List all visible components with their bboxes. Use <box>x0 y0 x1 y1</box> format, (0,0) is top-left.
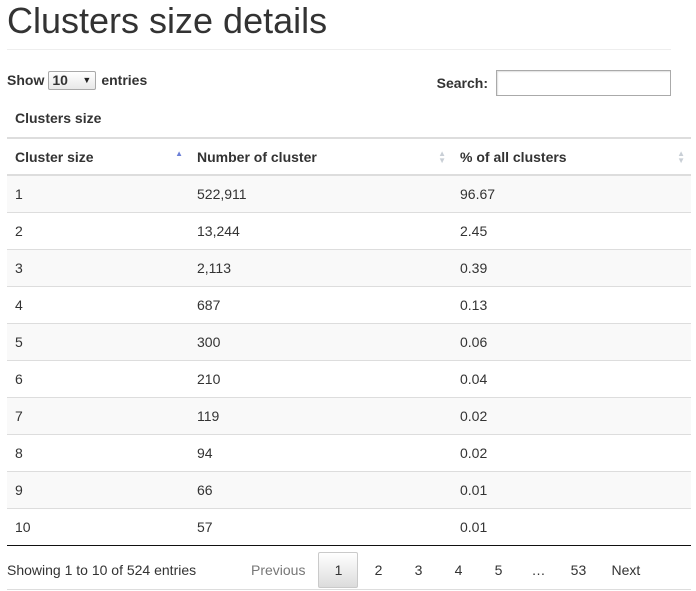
column-header-label: Cluster size <box>15 148 94 165</box>
cell-percent-of-all-clusters: 0.02 <box>452 396 691 434</box>
table-row: 10 57 0.01 <box>7 507 691 546</box>
cell-number-of-cluster: 300 <box>189 322 452 360</box>
pagination-ellipsis: … <box>531 562 546 578</box>
cell-number-of-cluster: 522,911 <box>189 175 452 212</box>
column-header-label: Number of cluster <box>197 148 317 165</box>
page-title: Clusters size details <box>7 0 328 41</box>
cell-percent-of-all-clusters: 0.13 <box>452 285 691 323</box>
entries-length-control: Show 10 ▼ entries <box>7 70 147 90</box>
cell-number-of-cluster: 57 <box>189 507 452 546</box>
bottom-divider <box>7 589 691 590</box>
entries-per-page-select[interactable]: 10 ▼ <box>48 70 97 90</box>
cell-cluster-size: 2 <box>7 211 189 249</box>
page-button-53[interactable]: 53 <box>570 562 587 578</box>
column-header-percent-of-all-clusters[interactable]: % of all clusters ▲ ▼ <box>452 138 691 175</box>
column-header-cluster-size[interactable]: Cluster size ▲▼ <box>7 138 189 175</box>
cell-number-of-cluster: 13,244 <box>189 211 452 249</box>
cell-cluster-size: 6 <box>7 359 189 397</box>
cell-cluster-size: 3 <box>7 248 189 286</box>
table-row: 1 522,911 96.67 <box>7 175 691 212</box>
length-suffix-label: entries <box>101 72 148 88</box>
table-row: 6 210 0.04 <box>7 359 691 397</box>
cell-number-of-cluster: 2,113 <box>189 248 452 286</box>
clusters-size-table: Cluster size ▲▼ Number of cluster ▲▼ % o… <box>7 137 691 546</box>
cell-cluster-size: 7 <box>7 396 189 434</box>
sort-ascending-icon: ▲▼ <box>175 148 183 158</box>
entries-per-page-value: 10 <box>52 72 68 88</box>
table-row: 5 300 0.06 <box>7 322 691 360</box>
table-row: 8 94 0.02 <box>7 433 691 471</box>
cell-cluster-size: 8 <box>7 433 189 471</box>
search-label: Search: <box>436 75 488 91</box>
chevron-down-icon: ▼ <box>82 75 92 85</box>
cell-number-of-cluster: 210 <box>189 359 452 397</box>
cell-percent-of-all-clusters: 0.06 <box>452 322 691 360</box>
table-info-text: Showing 1 to 10 of 524 entries <box>7 562 197 578</box>
page-button-5[interactable]: 5 <box>494 562 503 578</box>
title-divider <box>7 49 671 50</box>
cell-percent-of-all-clusters: 96.67 <box>452 175 691 212</box>
column-header-number-of-cluster[interactable]: Number of cluster ▲ ▼ <box>189 138 452 175</box>
pagination: Previous 1 2 3 4 5 … 53 Next <box>238 552 653 588</box>
cell-number-of-cluster: 119 <box>189 396 452 434</box>
cell-number-of-cluster: 94 <box>189 433 452 471</box>
sort-both-icon: ▲ ▼ <box>438 148 446 165</box>
cell-percent-of-all-clusters: 0.01 <box>452 470 691 508</box>
cell-percent-of-all-clusters: 2.45 <box>452 211 691 249</box>
length-prefix-label: Show <box>7 72 45 88</box>
search-control: Search: <box>437 70 671 96</box>
cell-cluster-size: 5 <box>7 322 189 360</box>
previous-page-button[interactable]: Previous <box>251 562 306 578</box>
table-row: 9 66 0.01 <box>7 470 691 508</box>
sort-both-icon: ▲ ▼ <box>677 148 685 165</box>
page-button-1[interactable]: 1 <box>318 552 359 588</box>
next-page-button[interactable]: Next <box>611 562 641 578</box>
cell-percent-of-all-clusters: 0.02 <box>452 433 691 471</box>
page-button-3[interactable]: 3 <box>414 562 423 578</box>
column-header-label: % of all clusters <box>460 148 567 165</box>
table-row: 2 13,244 2.45 <box>7 211 691 249</box>
search-input[interactable] <box>496 70 671 96</box>
cell-cluster-size: 4 <box>7 285 189 323</box>
cell-number-of-cluster: 687 <box>189 285 452 323</box>
cell-percent-of-all-clusters: 0.39 <box>452 248 691 286</box>
page-button-2[interactable]: 2 <box>374 562 383 578</box>
cell-cluster-size: 1 <box>7 175 189 212</box>
table-row: 3 2,113 0.39 <box>7 248 691 286</box>
table-caption: Clusters size <box>15 110 102 126</box>
cell-percent-of-all-clusters: 0.04 <box>452 359 691 397</box>
cell-number-of-cluster: 66 <box>189 470 452 508</box>
table-row: 7 119 0.02 <box>7 396 691 434</box>
cell-percent-of-all-clusters: 0.01 <box>452 507 691 546</box>
cell-cluster-size: 9 <box>7 470 189 508</box>
table-header-row: Cluster size ▲▼ Number of cluster ▲▼ % o… <box>7 138 691 175</box>
page-button-4[interactable]: 4 <box>454 562 463 578</box>
table-row: 4 687 0.13 <box>7 285 691 323</box>
cell-cluster-size: 10 <box>7 507 189 546</box>
